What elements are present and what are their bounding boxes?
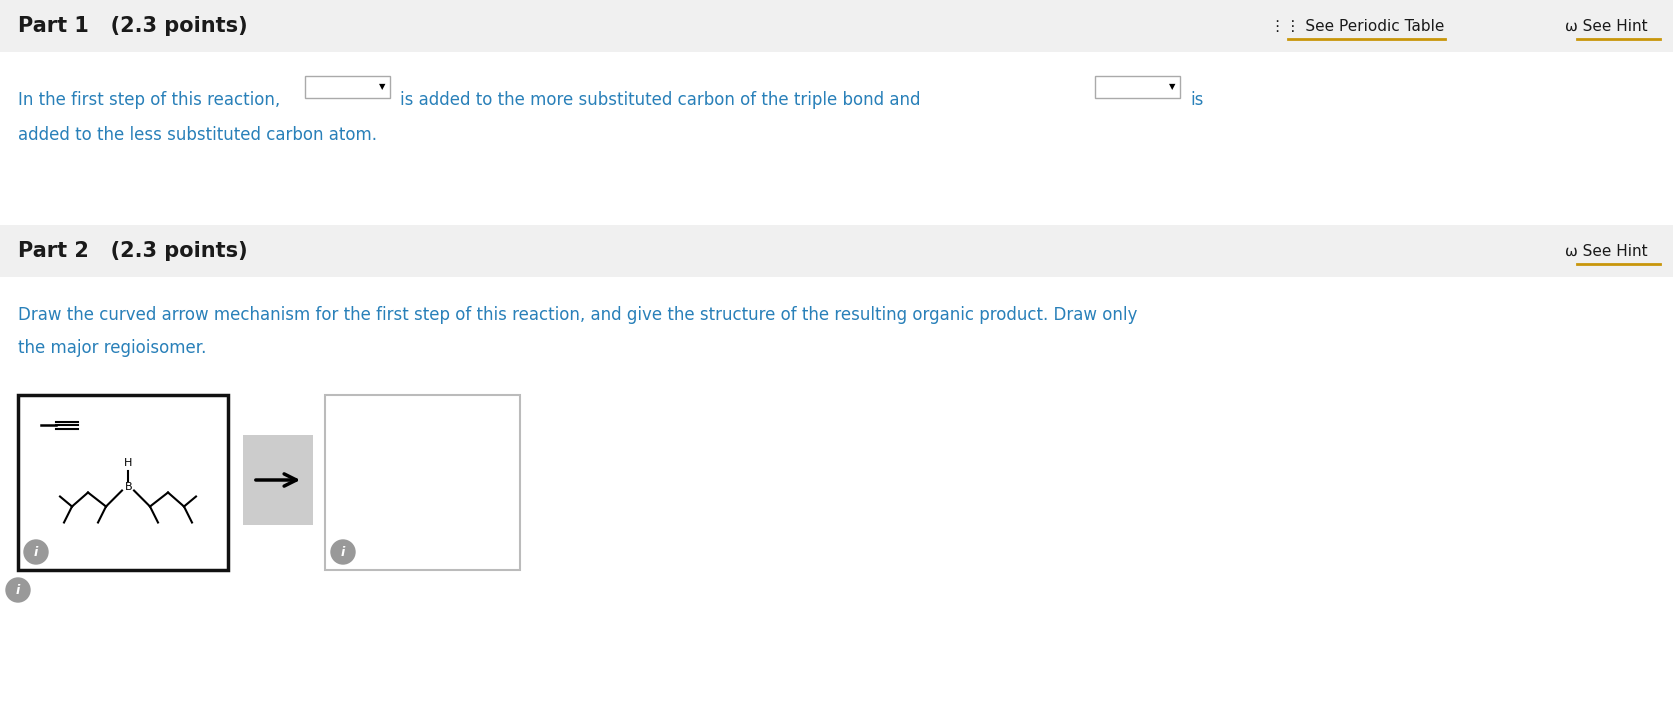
Text: H: H xyxy=(124,458,132,467)
Text: is added to the more substituted carbon of the triple bond and: is added to the more substituted carbon … xyxy=(400,91,920,109)
Text: B: B xyxy=(125,482,132,493)
Text: ▼: ▼ xyxy=(1168,82,1174,91)
Bar xyxy=(304,76,390,98)
Text: ⍵ See Hint: ⍵ See Hint xyxy=(1564,243,1646,259)
Text: ▼: ▼ xyxy=(378,82,385,91)
Circle shape xyxy=(7,578,30,602)
Circle shape xyxy=(331,540,355,564)
Text: In the first step of this reaction,: In the first step of this reaction, xyxy=(18,91,279,109)
Text: i: i xyxy=(33,546,38,558)
Text: Draw the curved arrow mechanism for the first step of this reaction, and give th: Draw the curved arrow mechanism for the … xyxy=(18,306,1136,324)
Text: added to the less substituted carbon atom.: added to the less substituted carbon ato… xyxy=(18,126,376,144)
Text: Part 1   (2.3 points): Part 1 (2.3 points) xyxy=(18,16,248,36)
Text: ⋮⋮ See Periodic Table: ⋮⋮ See Periodic Table xyxy=(1270,18,1444,34)
Bar xyxy=(1094,76,1179,98)
Bar xyxy=(18,395,228,570)
Text: the major regioisomer.: the major regioisomer. xyxy=(18,339,206,357)
Text: is: is xyxy=(1190,91,1203,109)
Bar xyxy=(0,225,1673,277)
Circle shape xyxy=(23,540,49,564)
Bar xyxy=(325,395,520,570)
Text: Part 2   (2.3 points): Part 2 (2.3 points) xyxy=(18,241,248,261)
Bar xyxy=(243,435,313,525)
Bar xyxy=(0,0,1673,52)
Text: i: i xyxy=(15,583,20,597)
Text: ⍵ See Hint: ⍵ See Hint xyxy=(1564,18,1646,34)
Text: i: i xyxy=(341,546,345,558)
